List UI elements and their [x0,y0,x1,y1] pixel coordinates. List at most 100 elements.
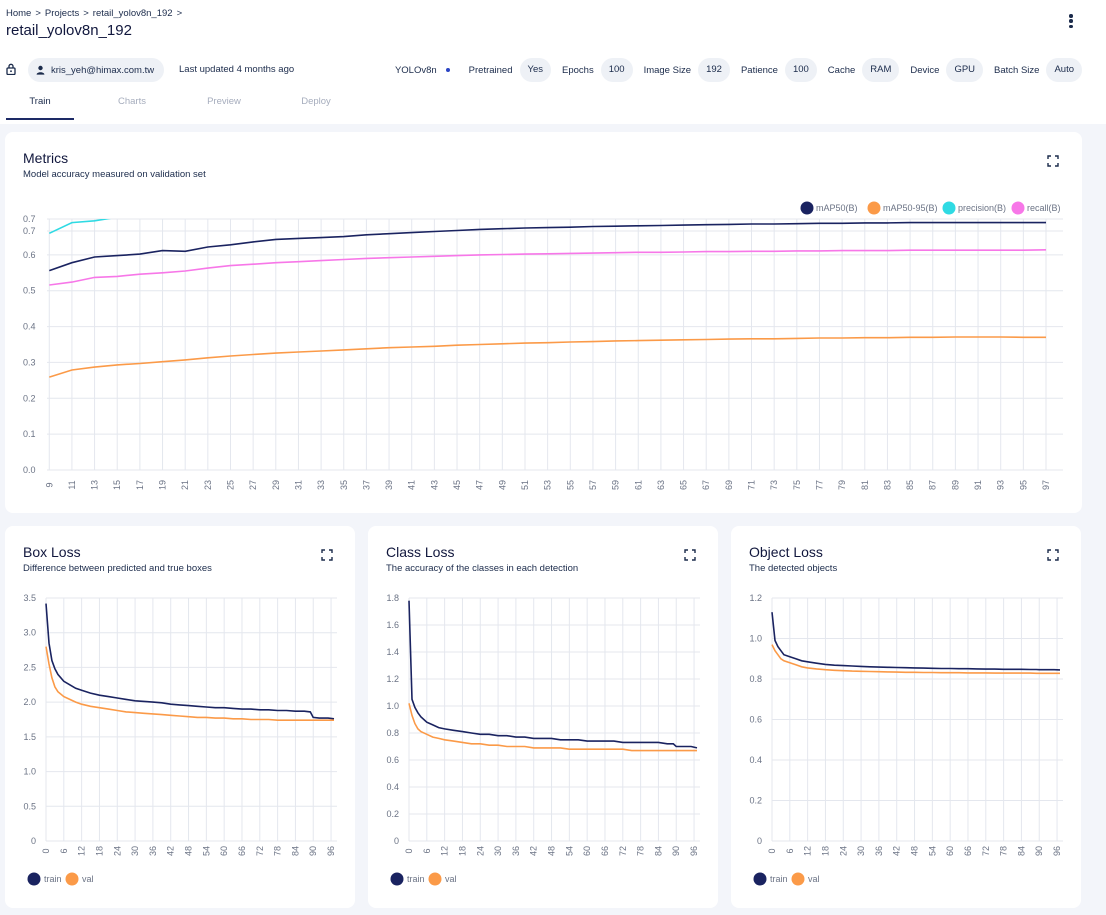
legend-label: val [808,874,820,884]
legend-marker [428,872,442,886]
y-tick-label: 0.4 [386,782,399,792]
expand-icon[interactable] [1047,155,1059,167]
param-patience-label: Patience [740,64,778,76]
series-line-train [45,603,335,720]
x-tick-label: 13 [90,480,100,490]
x-tick-label: 60 [945,846,955,856]
x-tick-label: 42 [166,846,176,856]
separator-dot-icon [445,68,450,72]
x-tick-label: 71 [747,480,757,490]
param-pretrained-label: Pretrained [468,64,513,76]
param-device-value: GPU [946,58,984,82]
x-tick-label: 66 [600,846,610,856]
legend-marker [390,872,404,886]
x-tick-label: 60 [219,846,229,856]
more-options-icon[interactable] [1063,12,1079,30]
y-tick-label: 0.0 [23,465,36,475]
x-tick-label: 30 [130,846,140,856]
x-tick-label: 21 [180,480,190,490]
x-tick-label: 25 [225,480,235,490]
legend-label: train [44,874,62,884]
tab-bar: Train Charts Preview Deploy [6,90,374,120]
class-loss-subtitle: The accuracy of the classes in each dete… [386,563,579,574]
tab-charts[interactable]: Charts [118,96,146,107]
class-loss-chart: 0 0.2 0.4 0.6 0.8 1.0 1.2 1.4 1.6 1.8 0 6 12 18 24 30 36… [386,593,700,886]
x-tick-label: 49 [497,480,507,490]
breadcrumb-project[interactable]: retail_yolov8n_192 [92,8,173,19]
y-tick-label: 0.2 [386,809,399,819]
y-tick-label: 2.0 [23,697,36,707]
expand-icon[interactable] [684,549,696,561]
x-tick-label: 48 [547,846,557,856]
x-tick-label: 89 [950,480,960,490]
x-tick-label: 63 [656,480,666,490]
series-line-recall-b- [49,249,1047,286]
legend-label: precision(B) [958,203,1006,213]
expand-icon[interactable] [321,549,333,561]
class-loss-card: Class Loss The accuracy of the classes i… [368,526,718,908]
x-tick-label: 75 [792,480,802,490]
y-tick-label: 3.5 [23,593,36,603]
breadcrumb-projects[interactable]: Projects [44,8,80,19]
x-tick-label: 42 [529,846,539,856]
series-line-train [771,612,1061,671]
x-tick-label: 65 [679,480,689,490]
x-tick-label: 41 [407,480,417,490]
model-name: YOLOv8n [394,64,437,76]
series-line-map50-95-b- [49,336,1046,378]
tab-deploy[interactable]: Deploy [301,96,331,107]
y-tick-label: 0.4 [23,322,36,332]
x-tick-label: 66 [963,846,973,856]
tab-train[interactable]: Train [6,90,74,120]
x-tick-label: 23 [203,480,213,490]
x-tick-label: 0 [767,848,777,853]
x-tick-label: 48 [910,846,920,856]
x-tick-label: 47 [475,480,485,490]
expand-icon[interactable] [1047,549,1059,561]
owner-chip[interactable]: kris_yeh@himax.com.tw [28,58,165,82]
y-tick-label: 0.4 [749,755,762,765]
legend-marker [753,872,767,886]
x-tick-label: 18 [94,846,104,856]
box-loss-title: Box Loss [23,544,81,560]
x-tick-label: 39 [384,480,394,490]
x-tick-label: 35 [339,480,349,490]
last-updated: Last updated 4 months ago [179,64,295,75]
y-tick-label: 1.0 [749,634,762,644]
x-tick-label: 91 [973,480,983,490]
x-tick-label: 0 [404,848,414,853]
metrics-subtitle: Model accuracy measured on validation se… [23,169,206,180]
x-tick-label: 90 [671,846,681,856]
y-tick-label: 1.8 [386,593,399,603]
y-tick-label: 0.3 [23,357,36,367]
x-tick-label: 84 [1016,846,1026,856]
y-tick-label: 0.7 [23,226,36,236]
y-tick-label: 0.5 [23,286,36,296]
x-tick-label: 12 [77,846,87,856]
y-tick-label: 0.2 [23,393,36,403]
object-loss-card: Object Loss The detected objects 0 0.2 0.4… [731,526,1081,908]
legend-label: train [407,874,425,884]
page-header: Home > Projects > retail_yolov8n_192 > r… [0,0,1106,124]
page-title: retail_yolov8n_192 [6,22,132,39]
tab-preview[interactable]: Preview [207,96,241,107]
x-tick-label: 0 [41,848,51,853]
legend-label: recall(B) [1027,203,1061,213]
x-tick-label: 36 [874,846,884,856]
param-batch-size-label: Batch Size [994,64,1040,76]
x-tick-label: 72 [981,846,991,856]
x-tick-label: 96 [689,846,699,856]
object-loss-subtitle: The detected objects [749,563,838,574]
x-tick-label: 27 [248,480,258,490]
owner-email: kris_yeh@himax.com.tw [51,64,155,76]
x-tick-label: 54 [564,846,574,856]
x-tick-label: 48 [184,846,194,856]
x-tick-label: 24 [112,846,122,856]
x-tick-label: 67 [701,480,711,490]
series-line-train [408,600,698,749]
x-tick-label: 97 [1041,480,1051,490]
y-tick-label: 0.2 [749,796,762,806]
x-tick-label: 59 [611,480,621,490]
x-tick-label: 29 [271,480,281,490]
breadcrumb-home[interactable]: Home [6,8,32,19]
